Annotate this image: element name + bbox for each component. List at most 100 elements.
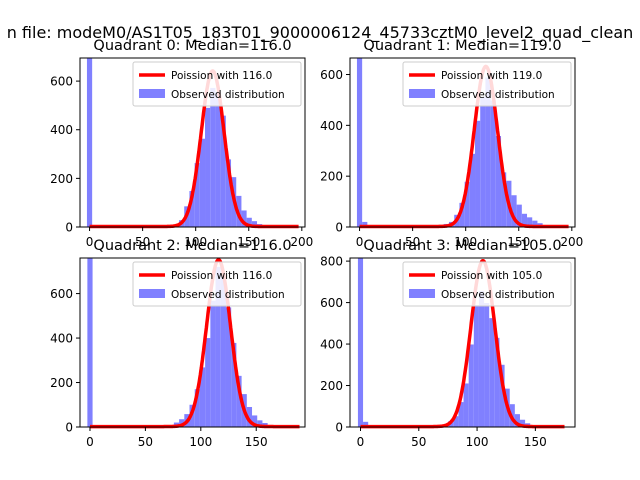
x-tick-label: 150 [507,235,530,249]
histogram-bar [189,191,195,227]
histogram-bar [514,414,520,427]
histogram-bar [453,416,459,427]
legend-patch-swatch [139,89,165,98]
histogram-bar [257,420,263,427]
histogram-bar [494,337,500,427]
legend-label-poisson: Poission with 105.0 [441,270,542,282]
legend-patch-swatch [409,89,435,98]
y-tick-label: 0 [335,421,343,435]
histogram-bar [205,107,211,227]
y-tick-label: 0 [65,421,73,435]
histogram-bar [473,305,479,427]
histogram-bar [468,344,474,427]
x-tick-label: 200 [290,235,313,249]
histogram-bar [251,221,258,227]
legend-patch-swatch [409,289,435,298]
histogram-bar [527,217,533,227]
x-tick-label: 150 [245,435,268,449]
subplot-title: Quadrant 2: Median=116.0 [93,238,291,254]
histogram-bar [480,96,486,227]
y-tick-label: 600 [50,75,73,89]
x-tick-label: 100 [189,435,212,449]
histogram-bar [532,220,538,227]
y-tick-label: 200 [50,172,73,186]
y-tick-label: 600 [320,68,343,82]
histogram-bar [210,300,216,427]
x-tick-label: 0 [86,435,94,449]
y-tick-label: 400 [50,332,73,346]
y-tick-label: 800 [320,255,343,269]
y-tick-label: 400 [320,119,343,133]
histogram-bar [357,258,364,427]
histogram-bar [478,291,485,427]
subplot-quadrant-1: 0 50 100 150 200 0 200 400 600 Poission with 119.… [320,38,583,249]
legend-label-observed: Observed distribution [171,289,285,301]
histogram-bar [475,120,481,227]
legend-patch-swatch [139,289,165,298]
histogram-bar [199,367,206,427]
y-tick-label: 200 [320,379,343,393]
histogram-bar [363,421,369,427]
y-tick-label: 0 [335,221,343,235]
histogram-bar [205,338,211,427]
y-tick-label: 600 [320,296,343,310]
y-tick-label: 200 [320,170,343,184]
x-tick-label: 200 [560,235,583,249]
histogram-bar [252,415,258,427]
subplot-title: Quadrant 0: Median=116.0 [93,38,291,54]
histogram-bar [490,100,496,227]
x-tick-label: 0 [356,235,364,249]
figure-suptitle: n file: modeM0/AS1T05_183T01_9000006124_… [7,23,634,43]
histogram-bar [516,204,522,227]
y-tick-label: 0 [65,221,73,235]
histogram-bar [463,383,469,427]
x-tick-label: 50 [405,235,420,249]
histogram-bar [220,275,226,427]
x-tick-label: 100 [466,435,489,449]
histogram-bar [210,87,216,227]
subplot-title: Quadrant 1: Median=119.0 [363,38,561,54]
axes-frame [349,257,576,428]
x-tick-label: 50 [138,435,153,449]
axes-frame [79,57,306,228]
histogram-bar [246,217,252,227]
legend-box [132,61,302,107]
histogram-bar [241,210,247,227]
y-tick-label: 600 [50,287,73,301]
histogram-bar [459,202,465,227]
legend: Poission with 105.0 Observed distribution [402,261,572,307]
subplot-title: Quadrant 3: Median=105.0 [363,238,561,254]
legend: Poission with 119.0 Observed distribution [402,61,572,107]
legend-label-observed: Observed distribution [441,289,555,301]
histogram-bar [225,159,232,227]
histogram-bar [179,419,185,427]
histogram-bar [194,389,200,427]
histogram-bar [194,163,200,227]
y-tick-label: 200 [50,376,73,390]
x-tick-label: 150 [524,435,547,449]
legend: Poission with 116.0 Observed distribution [132,61,302,107]
legend-box [402,61,572,107]
histogram-bar [511,195,517,227]
subplot-quadrant-0: 0 50 100 150 200 0 200 400 600 Poission with 116.… [50,38,313,249]
histogram-bar [495,136,502,227]
x-tick-label: 150 [237,235,260,249]
histogram-bar [87,258,93,427]
axes-frame [79,257,306,428]
legend-label-poisson: Poission with 119.0 [441,70,542,82]
histogram-bar [356,58,363,227]
histogram-bar [464,181,470,227]
x-tick-label: 0 [86,235,94,249]
histogram-bar [501,172,507,227]
histogram-bar [519,419,526,427]
subplot-quadrant-2: 0 50 100 150 0 200 400 600 Poission with 116.0 Ob… [50,238,306,449]
histogram-bar [521,213,528,227]
histogram-bar [484,302,490,427]
histogram-bar [220,115,226,227]
x-tick-label: 50 [135,235,150,249]
histogram-bar [231,342,237,427]
histogram-bar [246,406,253,427]
axes-frame [349,57,576,228]
y-tick-label: 400 [320,338,343,352]
histogram-bar [236,375,242,427]
